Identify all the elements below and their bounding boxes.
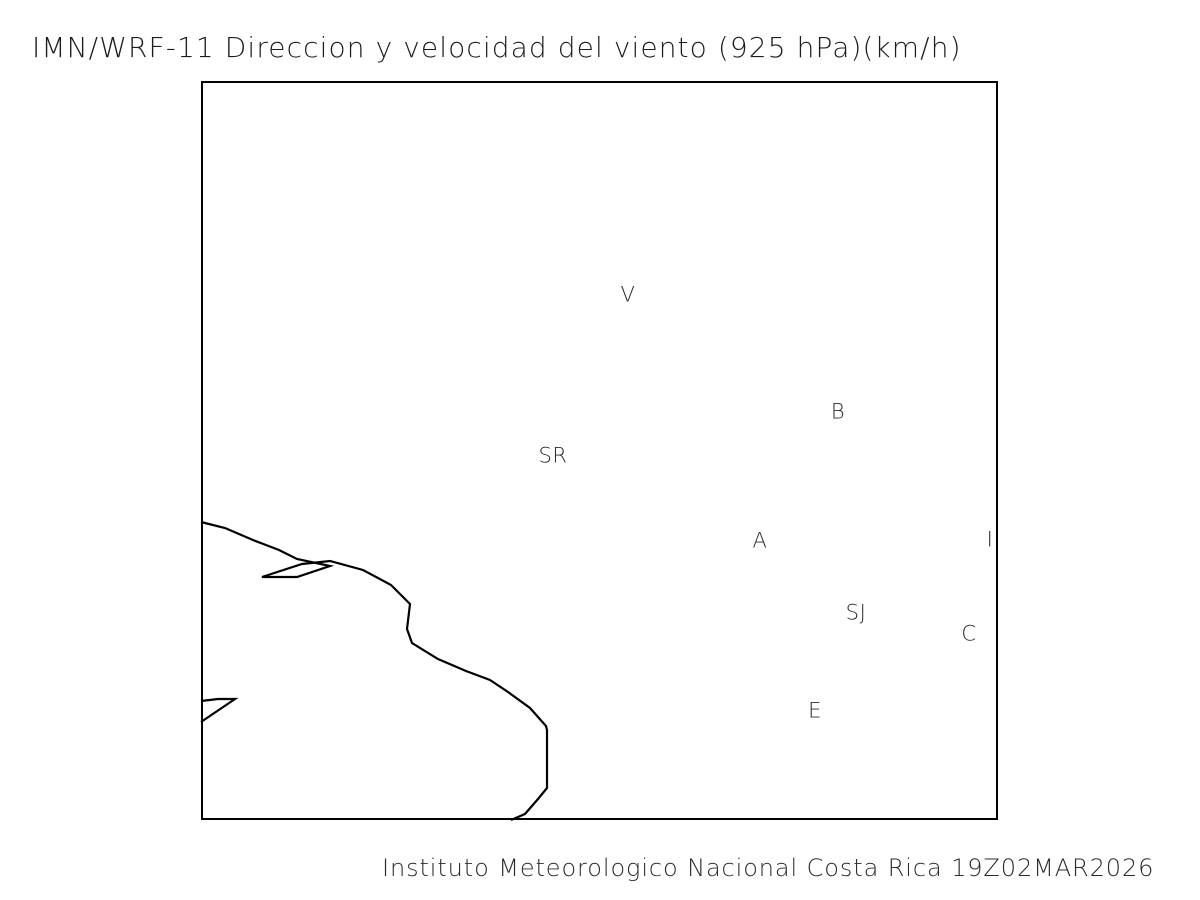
page-title: IMN/WRF-11 Direccion y velocidad del vie… (32, 31, 962, 64)
map-panel: V B SR A I SJ C E (200, 81, 998, 822)
station-label-sr: SR (538, 443, 568, 468)
station-label-b: B (830, 399, 846, 424)
station-label-i: I (986, 527, 994, 552)
station-label-c: C (961, 621, 977, 646)
footer-attribution: Instituto Meteorologico Nacional Costa R… (382, 854, 1155, 882)
station-label-e: E (808, 698, 822, 723)
station-label-sj: SJ (845, 600, 867, 625)
station-label-a: A (752, 528, 768, 553)
map-frame-border (201, 81, 998, 820)
station-label-v: V (620, 282, 636, 307)
coastline-layer (200, 520, 549, 822)
coastline-peninsula (200, 697, 239, 723)
coastline-main (200, 520, 549, 822)
